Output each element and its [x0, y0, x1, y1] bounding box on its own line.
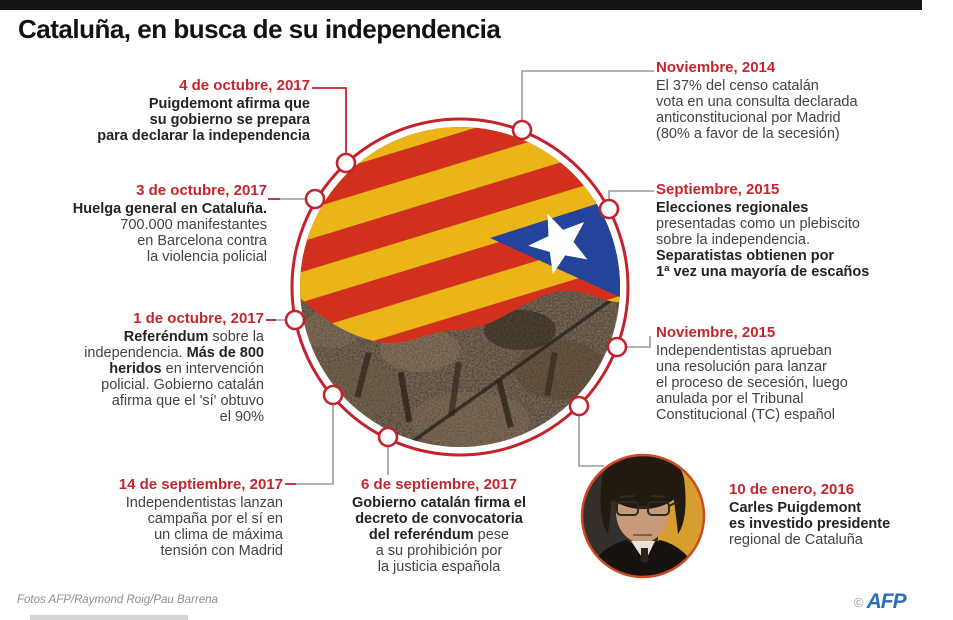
- node-oct4-2017: [335, 152, 357, 174]
- node-sep6-2017: [377, 426, 399, 448]
- event-date: 3 de octubre, 2017: [136, 182, 267, 199]
- node-sep14-2017: [322, 384, 344, 406]
- event-date: Septiembre, 2015: [656, 181, 780, 198]
- estelada-star: [528, 213, 588, 275]
- event-text: El 37% del censo catalán vota en una cons…: [656, 78, 858, 142]
- top-black-bar: [0, 0, 922, 10]
- afp-logo: © AFP: [854, 590, 907, 614]
- event-oct4-2017: 4 de octubre, 2017 Puigdemont afirma que…: [18, 77, 310, 145]
- event-date: 14 de septiembre, 2017: [118, 476, 283, 493]
- photo-credit: Fotos AFP/Raymond Roig/Pau Barrena: [17, 594, 218, 606]
- node-ene10-2016: [568, 395, 590, 417]
- event-date: 1 de octubre, 2017: [133, 310, 264, 327]
- event-sep-2015: Septiembre, 2015 Elecciones regionales pr…: [656, 181, 948, 281]
- bottom-edge-fragment: [30, 615, 188, 620]
- node-oct1-2017: [284, 309, 306, 331]
- event-nov-2014: Noviembre, 2014 El 37% del censo catalán…: [656, 59, 948, 143]
- event-text: Huelga general en Cataluña. 700.000 manif…: [72, 201, 267, 265]
- event-nov-2015: Noviembre, 2015 Independentistas aprueba…: [656, 324, 948, 424]
- copyright-icon: ©: [854, 594, 864, 610]
- event-oct3-2017: 3 de octubre, 2017 Huelga general en Cat…: [18, 182, 267, 266]
- event-date: 6 de septiembre, 2017: [361, 476, 517, 493]
- timeline-ring: [290, 117, 630, 457]
- event-text: Carles Puigdemont es investido presidente…: [729, 500, 891, 548]
- connector-lines: [268, 70, 654, 485]
- event-date: 10 de enero, 2016: [729, 481, 855, 498]
- event-oct1-2017: 1 de octubre, 2017 Referéndum sobre la in…: [18, 310, 264, 426]
- page-title: Cataluña, en busca de su independencia: [18, 14, 501, 44]
- connector-lines-red: [266, 87, 347, 485]
- afp-logo-text: AFP: [866, 590, 907, 613]
- event-text: Puigdemont afirma que su gobierno se prep…: [97, 96, 310, 144]
- event-date: Noviembre, 2015: [656, 324, 776, 341]
- event-text: Referéndum sobre la independencia. Más de…: [84, 329, 264, 425]
- node-oct3-2017: [304, 188, 326, 210]
- portrait-border: [580, 453, 706, 579]
- event-sep6-2017: 6 de septiembre, 2017 Gobierno catalán f…: [328, 476, 550, 576]
- event-date: 4 de octubre, 2017: [179, 77, 310, 94]
- node-sep-2015: [598, 198, 620, 220]
- event-text: Elecciones regionales presentadas como un…: [656, 200, 870, 280]
- puigdemont-photo: [582, 455, 704, 577]
- event-text: Independentistas aprueban una resolución …: [656, 343, 848, 423]
- event-date: Noviembre, 2014: [656, 59, 776, 76]
- node-nov-2015: [606, 336, 628, 358]
- event-text: Independentistas lanzan campaña por el sí…: [125, 495, 283, 559]
- event-ene10-2016: 10 de enero, 2016 Carles Puigdemont es in…: [729, 481, 947, 549]
- event-sep14-2017: 14 de septiembre, 2017 Independentistas …: [18, 476, 283, 560]
- node-nov-2014: [511, 119, 533, 141]
- event-text: Gobierno catalán firma el decreto de conv…: [351, 495, 527, 575]
- timeline-nodes: [284, 119, 628, 448]
